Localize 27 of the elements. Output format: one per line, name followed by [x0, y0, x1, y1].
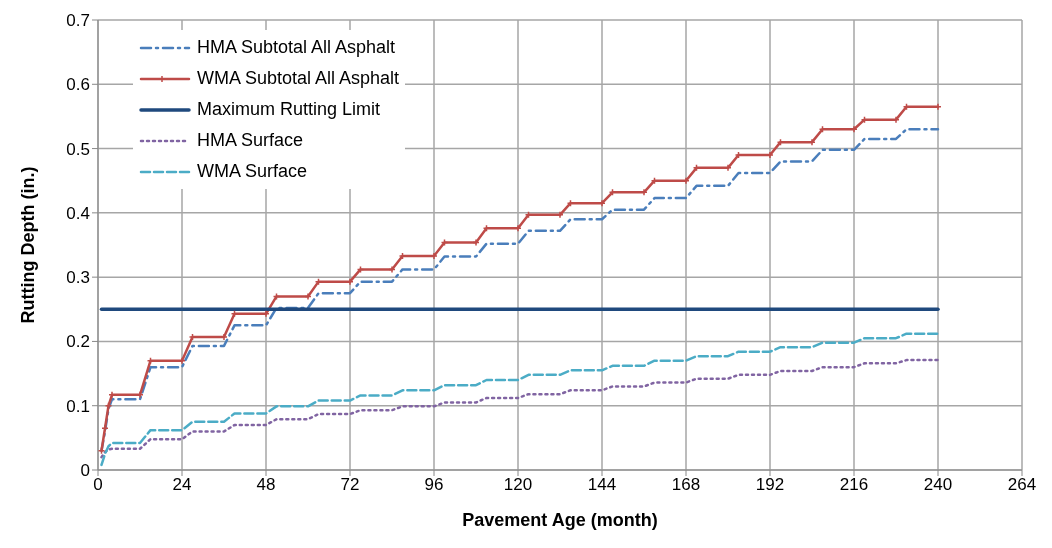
- legend-label: WMA Surface: [197, 160, 308, 183]
- y-tick-label: 0.6: [66, 75, 90, 95]
- y-tick-label: 0: [80, 461, 90, 481]
- legend-label: HMA Surface: [197, 129, 304, 152]
- x-tick-label: 0: [93, 475, 103, 495]
- x-tick-label: 120: [503, 475, 533, 495]
- x-tick-label: 144: [587, 475, 617, 495]
- y-axis-title: Rutting Depth (in.): [18, 166, 39, 324]
- y-tick-label: 0.5: [66, 139, 90, 159]
- legend-label: WMA Subtotal All Asphalt: [197, 67, 400, 90]
- x-tick-label: 72: [340, 475, 360, 495]
- x-tick-label: 24: [172, 475, 192, 495]
- x-tick-label: 264: [1007, 475, 1037, 495]
- x-tick-label: 96: [424, 475, 444, 495]
- x-tick-label: 192: [755, 475, 785, 495]
- x-tick-label: 216: [839, 475, 869, 495]
- x-tick-label: 48: [256, 475, 276, 495]
- y-tick-label: 0.1: [66, 396, 90, 416]
- x-axis-title: Pavement Age (month): [462, 510, 658, 530]
- legend-label: Maximum Rutting Limit: [197, 98, 381, 121]
- y-tick-label: 0.4: [66, 203, 90, 223]
- y-tick-label: 0.2: [66, 332, 90, 352]
- legend-label: HMA Subtotal All Asphalt: [197, 36, 396, 59]
- x-tick-label: 240: [923, 475, 953, 495]
- x-tick-label: 168: [671, 475, 701, 495]
- y-tick-label: 0.3: [66, 268, 90, 288]
- y-tick-label: 0.7: [66, 11, 90, 31]
